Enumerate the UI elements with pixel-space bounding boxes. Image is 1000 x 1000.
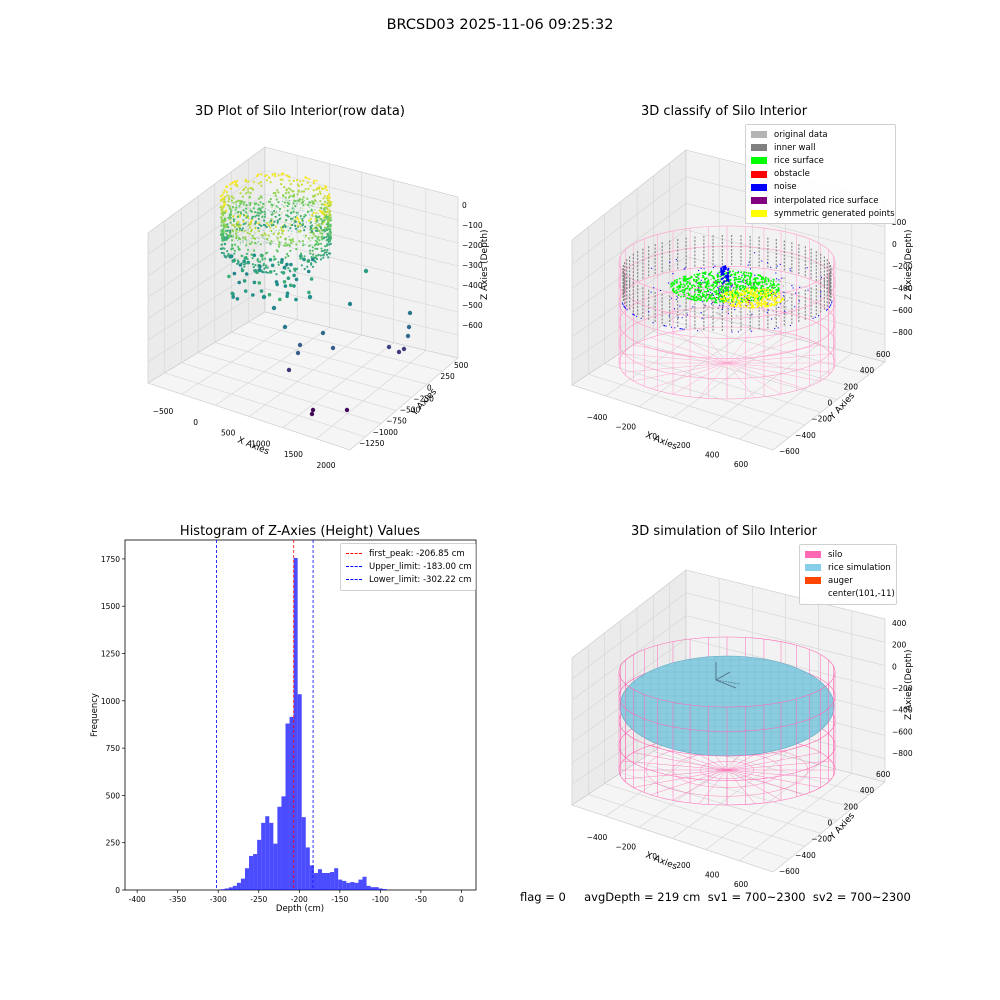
classify-legend-item: interpolated rice surface (751, 194, 890, 207)
raw-x-tick: 2000 (316, 461, 335, 470)
status-footer: flag = 0 avgDepth = 219 cm sv1 = 700~230… (520, 890, 911, 904)
classify-legend-swatch (751, 197, 767, 205)
classify-legend-swatch (751, 131, 767, 139)
simulation-legend-swatch (805, 577, 821, 585)
classify-legend-label: obstacle (774, 169, 810, 180)
panel-title-simulation: 3D simulation of Silo Interior (631, 524, 817, 539)
histogram-legend: first_peak: -206.85 cm Upper_limit: -183.… (340, 543, 476, 591)
raw-z-axis-label: Z Axies (Depth) (480, 229, 490, 300)
raw-z-tick: 0 (462, 201, 467, 210)
histogram-legend-swatch (346, 579, 362, 581)
panel-title-raw: 3D Plot of Silo Interior(row data) (195, 104, 405, 119)
classify-legend-swatch (751, 210, 767, 218)
simulation-legend-swatch (805, 551, 821, 559)
raw-z-tick: −300 (462, 261, 483, 270)
raw-x-tick: 1000 (251, 439, 270, 448)
histogram-legend-item: first_peak: -206.85 cm (346, 547, 470, 560)
simulation-legend-swatch (805, 591, 821, 598)
histogram-legend-item: Upper_limit: -183.00 cm (346, 560, 472, 573)
simulation-legend: silo rice simulation auger center(101,-11) (799, 544, 897, 605)
figure-title: BRCSD03 2025-11-06 09:25:32 (386, 17, 614, 33)
histogram-legend-swatch (346, 566, 362, 568)
simulation-legend-swatch (805, 564, 821, 572)
classify-legend-item: obstacle (751, 168, 890, 181)
raw-3d-points (219, 172, 413, 417)
raw-3d-axes-box (147, 146, 459, 451)
simulation-legend-label: rice simulation (828, 562, 891, 573)
histogram-legend-label: Upper_limit: -183.00 cm (369, 561, 472, 572)
raw-x-tick: 1500 (284, 450, 303, 459)
raw-3d-gridlines (147, 155, 459, 440)
classify-legend-label: inner wall (774, 142, 816, 153)
raw-3d-tick-labels: −500 0 500 1000 1500 2000 500 250 0 −250 −500 −750 −… (153, 201, 483, 470)
raw-x-tick: 0 (193, 418, 198, 427)
raw-y-tick: 0 (427, 383, 432, 392)
classify-legend-item: symmetric generated points (751, 207, 895, 220)
panel-title-classify: 3D classify of Silo Interior (640, 104, 808, 119)
raw-z-tick: −200 (462, 241, 483, 250)
classify-legend-item: rice surface (751, 154, 890, 167)
classify-legend-swatch (751, 157, 767, 165)
classify-legend: original data inner wall rice surface obsta… (745, 124, 896, 225)
raw-z-tick: −100 (462, 221, 483, 230)
classify-legend-swatch (751, 144, 767, 152)
classify-legend-label: rice surface (774, 155, 824, 166)
raw-y-tick: −250 (413, 394, 434, 403)
raw-z-tick: −400 (462, 281, 483, 290)
simulation-legend-item: rice simulation (805, 561, 891, 574)
raw-z-tick: −600 (462, 321, 483, 330)
raw-y-tick: −1000 (373, 428, 399, 437)
raw-x-tick: 500 (221, 429, 236, 438)
raw-x-tick: −500 (153, 407, 174, 416)
raw-y-tick: −750 (386, 417, 407, 426)
raw-y-tick: 250 (440, 372, 455, 381)
classify-legend-label: original data (774, 129, 828, 140)
simulation-legend-label: center(101,-11) (828, 589, 895, 600)
classify-legend-item: noise (751, 181, 890, 194)
classify-legend-label: interpolated rice surface (774, 195, 879, 206)
classify-legend-label: symmetric generated points (774, 208, 895, 219)
raw-y-tick: −500 (400, 406, 421, 415)
classify-legend-swatch (751, 170, 767, 178)
classify-legend-item: original data (751, 128, 890, 141)
classify-legend-label: noise (774, 182, 797, 193)
simulation-legend-label: silo (828, 549, 843, 560)
panel-title-histogram: Histogram of Z-Axies (Height) Values (179, 524, 421, 539)
histogram-legend-label: Lower_limit: -302.22 cm (369, 574, 472, 585)
simulation-legend-label: auger (828, 575, 853, 586)
classify-legend-item: inner wall (751, 141, 890, 154)
simulation-legend-item: auger (805, 574, 891, 587)
histogram-legend-swatch (346, 553, 362, 555)
histogram-legend-label: first_peak: -206.85 cm (369, 548, 465, 559)
raw-y-tick: −1250 (359, 439, 385, 448)
raw-z-tick: −500 (462, 301, 483, 310)
simulation-legend-item: silo (805, 548, 891, 561)
histogram-legend-item: Lower_limit: -302.22 cm (346, 573, 472, 586)
simulation-legend-item: center(101,-11) (805, 588, 895, 601)
raw-y-tick: 500 (454, 361, 469, 370)
classify-legend-swatch (751, 183, 767, 191)
